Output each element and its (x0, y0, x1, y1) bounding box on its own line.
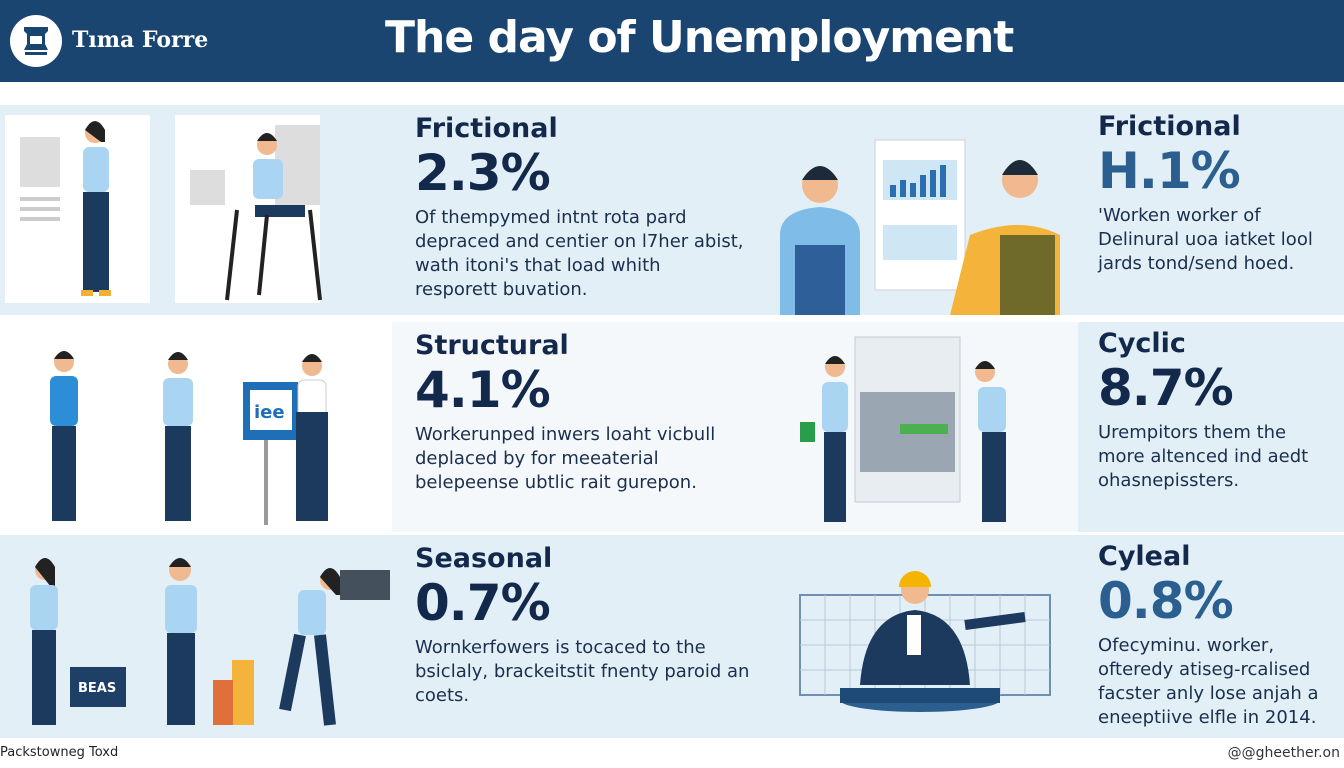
stat-description: Workerunped inwers loaht vicbull deplace… (415, 424, 716, 493)
stat-percent: 0.7% (415, 574, 551, 632)
stat-frictional-right: Frictional H.1% 'Worken worker of Delinu… (1098, 111, 1338, 276)
stat-description: Urempitors them the more altenced ind ae… (1098, 422, 1309, 491)
stat-description: 'Worken worker of Delinural uoa iatket l… (1098, 205, 1313, 274)
stat-description: Of thempymed intnt rota pard depraced an… (415, 207, 744, 300)
stat-percent: H.1% (1098, 142, 1241, 200)
stat-description: Wornkerfowers is tocaced to the bsiclaly… (415, 637, 750, 706)
row-frictional: Frictional 2.3% Of thempymed intnt rota … (0, 105, 1344, 315)
cyclic-panel-bg (1078, 322, 1344, 532)
stat-heading: Frictional (1098, 111, 1241, 142)
illustration-seasonal-workers: BEAS (0, 545, 395, 740)
illustration-displaced-workers: iee (0, 322, 392, 532)
illustration-construction-worker (795, 565, 1055, 725)
illustration-machine-workers (790, 332, 1050, 532)
header: Tıma Forre The day of Unemployment (0, 0, 1344, 82)
sign-text: BEAS (78, 681, 116, 696)
stat-description: Ofecyminu. worker, ofteredy atiseg-rcali… (1098, 635, 1319, 728)
stat-heading: Structural (415, 330, 569, 361)
page-title: The day of Unemployment (385, 12, 1014, 63)
stat-seasonal: Seasonal 0.7% Wornkerfowers is tocaced t… (415, 543, 755, 708)
brand-name: Tıma Forre (72, 27, 209, 53)
footer-handle[interactable]: @@gheether.on (1227, 745, 1340, 761)
row-structural: iee Structural 4.1% Workerunped inwers l… (0, 322, 1344, 532)
illustration-chart-review (775, 135, 1065, 315)
stat-heading: Frictional (415, 113, 558, 144)
sign-text: iee (254, 402, 285, 423)
stat-percent: 0.8% (1098, 572, 1234, 630)
illustration-job-seeker (5, 115, 395, 305)
stat-heading: Cyclic (1098, 328, 1186, 359)
stat-cyclic: Cyclic 8.7% Urempitors them the more alt… (1098, 328, 1328, 493)
stat-cyleal: Cyleal 0.8% Ofecyminu. worker, ofteredy … (1098, 541, 1338, 730)
stat-frictional-left: Frictional 2.3% Of thempymed intnt rota … (415, 113, 745, 302)
stat-heading: Seasonal (415, 543, 553, 574)
stat-structural: Structural 4.1% Workerunped inwers loaht… (415, 330, 735, 495)
crest-icon (10, 15, 62, 67)
stat-percent: 4.1% (415, 361, 551, 419)
stat-percent: 8.7% (1098, 359, 1234, 417)
stat-heading: Cyleal (1098, 541, 1191, 572)
footer-left-text: Packstowneg Toxd (0, 745, 119, 760)
row-seasonal: BEAS Seasonal 0.7% Wornkerfowers is toca… (0, 535, 1344, 738)
stat-percent: 2.3% (415, 144, 551, 202)
